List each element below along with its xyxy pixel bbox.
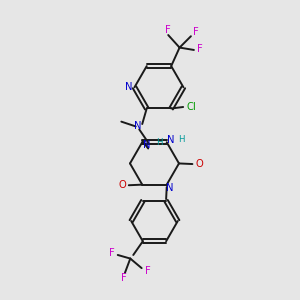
Text: O: O [195, 159, 203, 169]
Text: Cl: Cl [186, 102, 196, 112]
Text: N: N [167, 135, 174, 146]
Text: F: F [109, 248, 115, 259]
Text: F: F [145, 266, 151, 275]
Text: N: N [134, 121, 141, 131]
Text: N: N [125, 82, 133, 92]
Text: F: F [197, 44, 203, 54]
Text: F: F [194, 27, 199, 37]
Text: N: N [166, 183, 173, 193]
Text: H: H [178, 135, 184, 144]
Text: F: F [122, 273, 127, 283]
Text: N: N [143, 140, 150, 150]
Text: H: H [156, 138, 162, 147]
Text: O: O [118, 180, 126, 190]
Text: F: F [165, 25, 170, 35]
